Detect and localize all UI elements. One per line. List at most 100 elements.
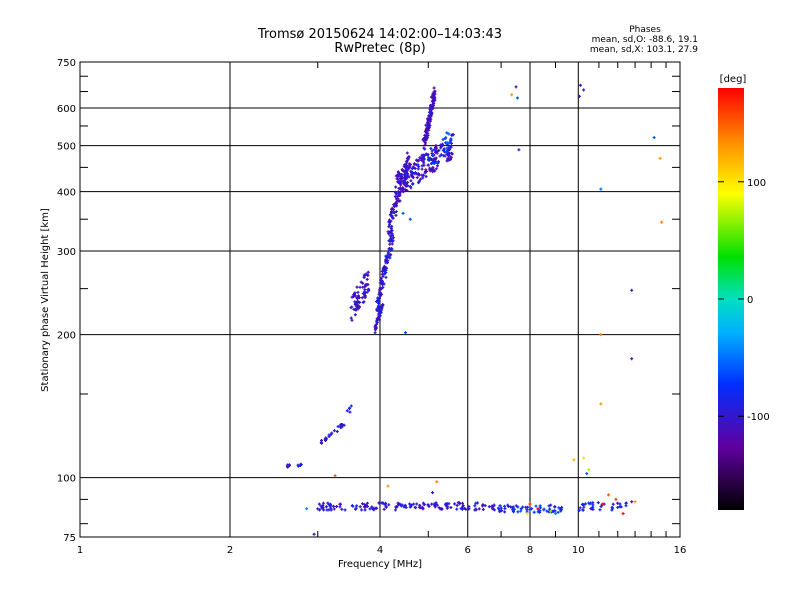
data-point xyxy=(379,276,383,280)
data-point xyxy=(402,179,406,183)
data-point xyxy=(398,177,402,181)
data-point xyxy=(408,185,412,189)
data-point xyxy=(393,508,397,512)
data-point xyxy=(547,504,551,508)
data-point xyxy=(456,501,460,505)
data-point xyxy=(299,463,303,467)
data-point xyxy=(423,141,427,145)
data-point xyxy=(317,502,321,506)
data-point xyxy=(388,242,392,246)
data-point xyxy=(349,316,353,320)
data-point xyxy=(423,171,427,175)
data-point xyxy=(324,505,328,509)
data-point xyxy=(420,153,424,157)
data-point xyxy=(483,504,487,508)
data-point xyxy=(549,503,553,507)
data-point xyxy=(423,137,427,141)
data-point xyxy=(354,507,358,511)
data-point xyxy=(596,501,600,505)
data-point xyxy=(432,86,436,90)
data-point xyxy=(630,288,634,292)
data-point xyxy=(355,285,359,289)
data-point xyxy=(404,168,408,172)
data-point xyxy=(453,502,457,506)
data-point xyxy=(401,211,405,215)
data-point xyxy=(538,510,542,514)
data-point xyxy=(428,166,432,170)
data-point xyxy=(431,166,435,170)
colorbar-tick-label: 100 xyxy=(747,178,766,189)
data-point xyxy=(333,474,337,478)
data-point xyxy=(348,410,352,414)
data-point xyxy=(517,148,521,152)
data-point xyxy=(404,506,408,510)
data-point xyxy=(354,308,358,312)
data-point xyxy=(364,284,368,288)
data-point xyxy=(417,173,421,177)
data-point xyxy=(362,275,366,279)
data-point xyxy=(365,290,369,294)
data-point xyxy=(445,159,449,163)
y-tick-label: 750 xyxy=(57,58,76,69)
data-point xyxy=(441,137,445,141)
data-point xyxy=(447,132,451,136)
data-point xyxy=(396,177,400,181)
data-point xyxy=(652,136,656,140)
data-point xyxy=(382,264,386,268)
data-point xyxy=(445,506,449,510)
data-point xyxy=(630,500,634,504)
data-point xyxy=(408,217,412,221)
data-point xyxy=(416,163,420,167)
data-point xyxy=(389,237,393,241)
data-point xyxy=(477,507,481,511)
data-point xyxy=(492,504,496,508)
data-point xyxy=(444,503,448,507)
data-point xyxy=(287,463,291,467)
data-point xyxy=(394,192,398,196)
data-point xyxy=(521,505,525,509)
data-point xyxy=(378,296,382,300)
data-point xyxy=(445,146,449,150)
x-tick-label: 1 xyxy=(77,545,83,556)
data-point xyxy=(399,173,403,177)
data-point xyxy=(610,505,614,509)
data-point xyxy=(616,501,620,505)
data-point xyxy=(362,300,366,304)
data-point xyxy=(434,167,438,171)
data-point xyxy=(381,303,385,307)
data-point xyxy=(332,429,336,433)
data-point xyxy=(376,301,380,305)
data-point xyxy=(375,321,379,325)
data-point xyxy=(286,464,290,468)
data-point xyxy=(417,180,421,184)
data-point xyxy=(431,153,435,157)
data-point xyxy=(577,508,581,512)
data-point xyxy=(553,505,557,509)
data-point xyxy=(424,152,428,156)
data-point xyxy=(426,163,430,167)
data-point xyxy=(434,156,438,160)
grid-layer xyxy=(80,62,680,537)
data-point xyxy=(607,493,611,497)
data-point xyxy=(389,253,393,257)
data-point xyxy=(516,505,520,509)
data-point xyxy=(388,249,392,253)
data-point xyxy=(442,154,446,158)
data-point xyxy=(455,503,459,507)
data-point xyxy=(356,307,360,311)
data-point xyxy=(578,506,582,510)
data-point xyxy=(384,261,388,265)
data-point xyxy=(442,147,446,151)
data-point xyxy=(553,512,557,516)
data-point xyxy=(435,164,439,168)
data-point xyxy=(390,214,394,218)
data-point xyxy=(585,472,589,476)
data-point xyxy=(395,505,399,509)
x-tick-label: 10 xyxy=(572,545,585,556)
data-point xyxy=(630,357,634,361)
data-point xyxy=(545,509,549,513)
data-point xyxy=(434,501,438,505)
data-point xyxy=(418,177,422,181)
data-point xyxy=(405,151,409,155)
data-point xyxy=(580,502,584,506)
